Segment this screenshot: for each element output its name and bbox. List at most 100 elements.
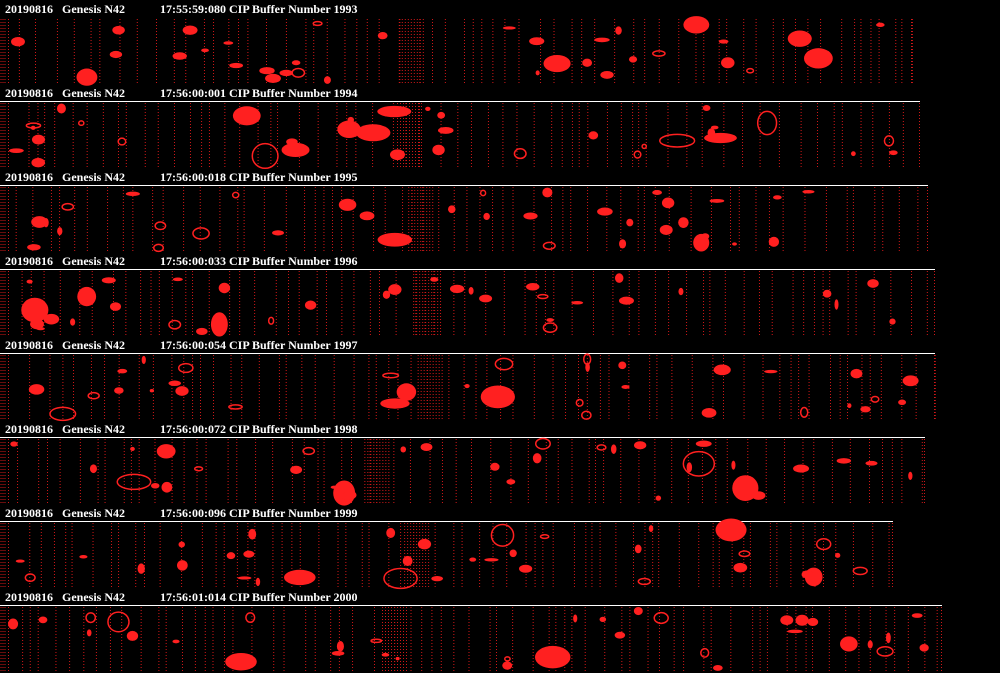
- particle: [114, 387, 124, 394]
- particle: [619, 239, 627, 249]
- particle: [889, 150, 898, 156]
- particle: [588, 131, 599, 140]
- particle: [386, 527, 396, 538]
- particle-ring: [652, 50, 666, 57]
- particle: [304, 300, 317, 310]
- particle-ring: [291, 67, 306, 78]
- particle-ring: [504, 656, 511, 662]
- date: 20190816: [5, 590, 53, 604]
- particle: [686, 462, 693, 473]
- particle: [177, 560, 188, 571]
- particle: [30, 318, 44, 330]
- buffer-strip: 20190816 Genesis N42 17:56:00:072 CIP Buff…: [0, 422, 925, 506]
- particles: [11, 16, 885, 86]
- particle: [395, 656, 400, 661]
- particle: [117, 368, 128, 374]
- particle: [801, 570, 814, 579]
- particle: [279, 69, 294, 77]
- particle-ring: [231, 191, 240, 199]
- date: 20190816: [5, 254, 53, 268]
- particle: [519, 564, 533, 573]
- particle: [655, 495, 662, 501]
- buffer-label: 17:56:01:014 CIP Buffer Number 2000: [160, 590, 358, 604]
- particles: [21, 273, 896, 337]
- particle: [223, 41, 234, 45]
- particle: [542, 187, 553, 198]
- particle: [218, 282, 231, 294]
- particle: [850, 368, 863, 379]
- particle: [614, 273, 624, 283]
- particle: [502, 661, 513, 670]
- particle: [86, 629, 92, 637]
- particle-ring: [312, 20, 323, 27]
- particle: [764, 369, 778, 374]
- particle-ring: [534, 437, 551, 450]
- particle: [712, 664, 723, 671]
- particle: [506, 479, 516, 485]
- particle: [161, 481, 173, 493]
- particle: [27, 244, 41, 251]
- particle-ring: [228, 404, 243, 410]
- particle-ring: [682, 450, 716, 477]
- particle: [732, 242, 737, 246]
- particle: [210, 312, 228, 337]
- particle: [795, 614, 809, 626]
- particle: [718, 39, 729, 44]
- particle: [803, 48, 833, 69]
- particle: [573, 614, 578, 623]
- particle: [731, 460, 736, 470]
- particle: [178, 541, 185, 548]
- particle: [150, 482, 160, 489]
- particle: [867, 640, 873, 649]
- particle: [175, 386, 189, 396]
- particle: [31, 157, 46, 168]
- particle: [695, 440, 712, 447]
- particle: [377, 232, 413, 247]
- particle-ring: [575, 398, 584, 407]
- particle-ring: [537, 293, 549, 300]
- particle-ring: [815, 537, 832, 551]
- particle-ring: [85, 612, 97, 624]
- particle: [388, 284, 402, 295]
- instrument: Genesis N42: [62, 86, 125, 100]
- particle: [323, 76, 331, 84]
- particle: [149, 389, 155, 393]
- particle: [172, 639, 180, 644]
- date: 20190816: [5, 506, 53, 520]
- particle: [876, 22, 885, 28]
- particle: [229, 62, 244, 69]
- particle: [599, 616, 607, 623]
- particle: [137, 563, 145, 574]
- particle: [773, 195, 782, 200]
- particle-ring: [107, 611, 130, 633]
- particle: [28, 384, 45, 395]
- particle: [338, 198, 357, 211]
- particle: [109, 302, 122, 311]
- particle: [787, 629, 803, 634]
- particle: [437, 126, 454, 134]
- particle: [109, 50, 123, 59]
- particle: [702, 104, 711, 111]
- instrument: Genesis N42: [62, 338, 125, 352]
- buffer-strip: 20190816 Genesis N42 17:56:01:014 CIP Buff…: [0, 590, 942, 671]
- particle: [648, 525, 654, 532]
- particle: [172, 277, 183, 282]
- particle: [721, 57, 735, 69]
- particle: [389, 149, 405, 161]
- particle: [886, 632, 891, 644]
- particle-ring: [513, 147, 527, 160]
- particle: [532, 453, 542, 464]
- particle: [780, 615, 794, 626]
- particle-ring: [494, 357, 514, 371]
- particles: [8, 103, 898, 170]
- particle: [112, 25, 125, 35]
- particle-ring: [490, 523, 515, 547]
- particles: [15, 518, 868, 590]
- particle-ring: [154, 221, 167, 231]
- particle: [89, 464, 97, 474]
- particle: [420, 443, 433, 451]
- date: 20190816: [5, 422, 53, 436]
- particle: [534, 645, 571, 669]
- particle: [21, 297, 49, 323]
